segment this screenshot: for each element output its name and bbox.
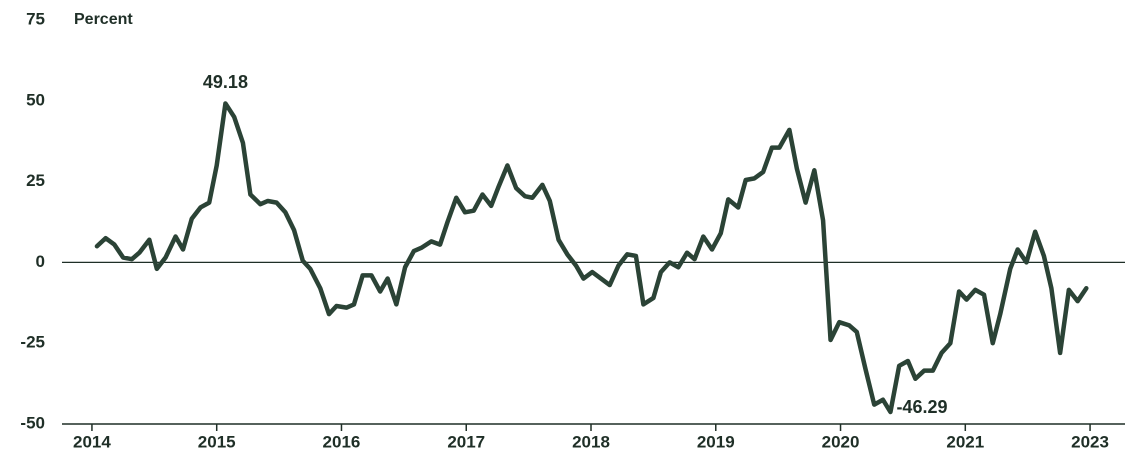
data-line — [94, 101, 1089, 415]
y-tick-label: 75 — [26, 9, 45, 28]
y-tick-label: -25 — [20, 333, 45, 352]
x-tick-label: 2019 — [697, 432, 735, 451]
x-tick-label: 2021 — [946, 432, 984, 451]
y-tick-label: 25 — [26, 171, 45, 190]
y-tick-label: 0 — [36, 252, 45, 271]
x-tick-label: 2017 — [447, 432, 485, 451]
y-tick-label: -50 — [20, 413, 45, 432]
x-tick-label: 2023 — [1071, 432, 1109, 451]
annotation: 49.18 — [203, 72, 248, 92]
x-tick-label: 2020 — [822, 432, 860, 451]
y-axis-label: Percent — [74, 11, 133, 28]
annotation: -46.29 — [896, 397, 947, 417]
x-tick-label: 2016 — [323, 432, 361, 451]
x-tick-label: 2018 — [572, 432, 610, 451]
y-tick-label: 50 — [26, 90, 45, 109]
x-tick-label: 2014 — [73, 432, 111, 451]
x-tick-label: 2015 — [198, 432, 236, 451]
